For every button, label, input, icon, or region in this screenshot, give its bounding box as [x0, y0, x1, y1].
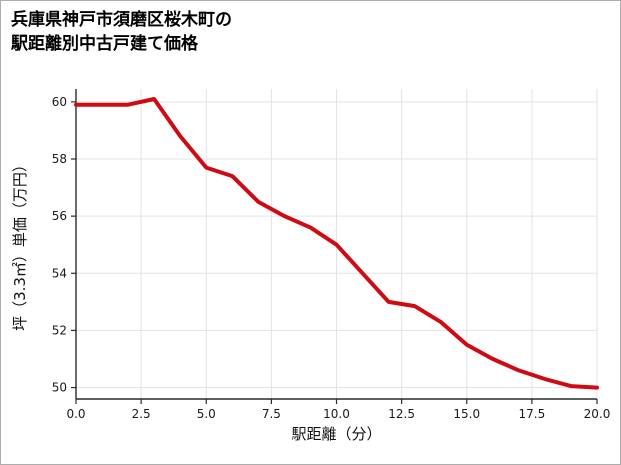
x-axis-label: 駅距離（分） — [291, 425, 381, 443]
x-tick-label: 10.0 — [323, 407, 350, 421]
x-tick-label: 20.0 — [584, 407, 611, 421]
y-tick-label: 60 — [52, 95, 67, 109]
price-line — [74, 97, 599, 390]
y-tick-label: 58 — [52, 152, 67, 166]
y-tick-label: 54 — [52, 266, 67, 280]
x-tick-label: 7.5 — [262, 407, 281, 421]
y-tick-label: 52 — [52, 323, 67, 337]
y-tick-label: 56 — [52, 209, 67, 223]
x-tick-label: 12.5 — [388, 407, 415, 421]
x-tick-label: 5.0 — [197, 407, 216, 421]
x-tick-label: 0.0 — [66, 407, 85, 421]
chart-title: 兵庫県神戸市須磨区桜木町の 駅距離別中古戸建て価格 — [11, 9, 232, 57]
chart-title-line1: 兵庫県神戸市須磨区桜木町の — [11, 10, 232, 30]
y-axis-label: 坪（3.3㎡）単価（万円） — [11, 157, 29, 331]
x-tick-label: 2.5 — [132, 407, 151, 421]
x-tick-label: 17.5 — [519, 407, 546, 421]
chart-title-line2: 駅距離別中古戸建て価格 — [11, 33, 198, 54]
x-tick-label: 15.0 — [453, 407, 480, 421]
y-tick-label: 50 — [52, 381, 67, 395]
